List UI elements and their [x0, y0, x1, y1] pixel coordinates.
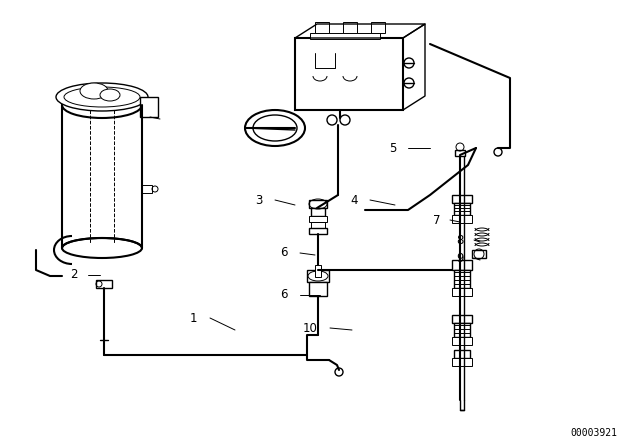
Bar — [452, 358, 472, 366]
Circle shape — [340, 115, 350, 125]
Bar — [311, 208, 325, 216]
Circle shape — [404, 58, 414, 68]
Ellipse shape — [100, 89, 120, 101]
Text: 00003921: 00003921 — [570, 428, 618, 438]
Bar — [452, 315, 472, 323]
Bar — [140, 97, 158, 117]
Ellipse shape — [62, 238, 142, 258]
Ellipse shape — [245, 110, 305, 146]
Bar — [315, 22, 329, 33]
Text: 10: 10 — [303, 322, 318, 335]
Circle shape — [404, 78, 414, 88]
Text: 9: 9 — [456, 251, 464, 264]
Text: 6: 6 — [280, 289, 288, 302]
Text: 3: 3 — [255, 194, 263, 207]
Ellipse shape — [62, 92, 142, 118]
Bar — [343, 22, 357, 33]
Bar — [452, 337, 472, 345]
Bar — [472, 250, 486, 258]
Bar — [452, 260, 472, 270]
Text: 7: 7 — [433, 214, 440, 227]
Bar — [454, 270, 470, 288]
Text: 2: 2 — [70, 268, 78, 281]
Bar — [454, 350, 470, 358]
Bar — [371, 22, 385, 33]
Bar — [309, 228, 327, 234]
Bar — [310, 33, 380, 39]
Ellipse shape — [56, 83, 148, 111]
Circle shape — [327, 115, 337, 125]
Text: 5: 5 — [390, 142, 397, 155]
Text: 1: 1 — [189, 311, 197, 324]
Bar — [309, 282, 327, 296]
Bar — [452, 215, 472, 223]
Bar — [309, 216, 327, 222]
Bar — [309, 200, 327, 208]
Bar — [142, 185, 152, 193]
Bar — [96, 280, 112, 288]
Bar — [455, 150, 465, 156]
Circle shape — [494, 148, 502, 156]
Bar — [454, 323, 470, 337]
Text: 6: 6 — [280, 246, 288, 259]
Bar — [311, 222, 325, 228]
Text: 4: 4 — [351, 194, 358, 207]
Bar — [295, 38, 403, 110]
Ellipse shape — [80, 83, 108, 99]
Bar — [452, 288, 472, 296]
Bar — [452, 195, 472, 203]
Text: 8: 8 — [456, 233, 464, 246]
Bar — [454, 203, 470, 215]
Bar — [315, 265, 321, 277]
Bar — [307, 270, 329, 282]
